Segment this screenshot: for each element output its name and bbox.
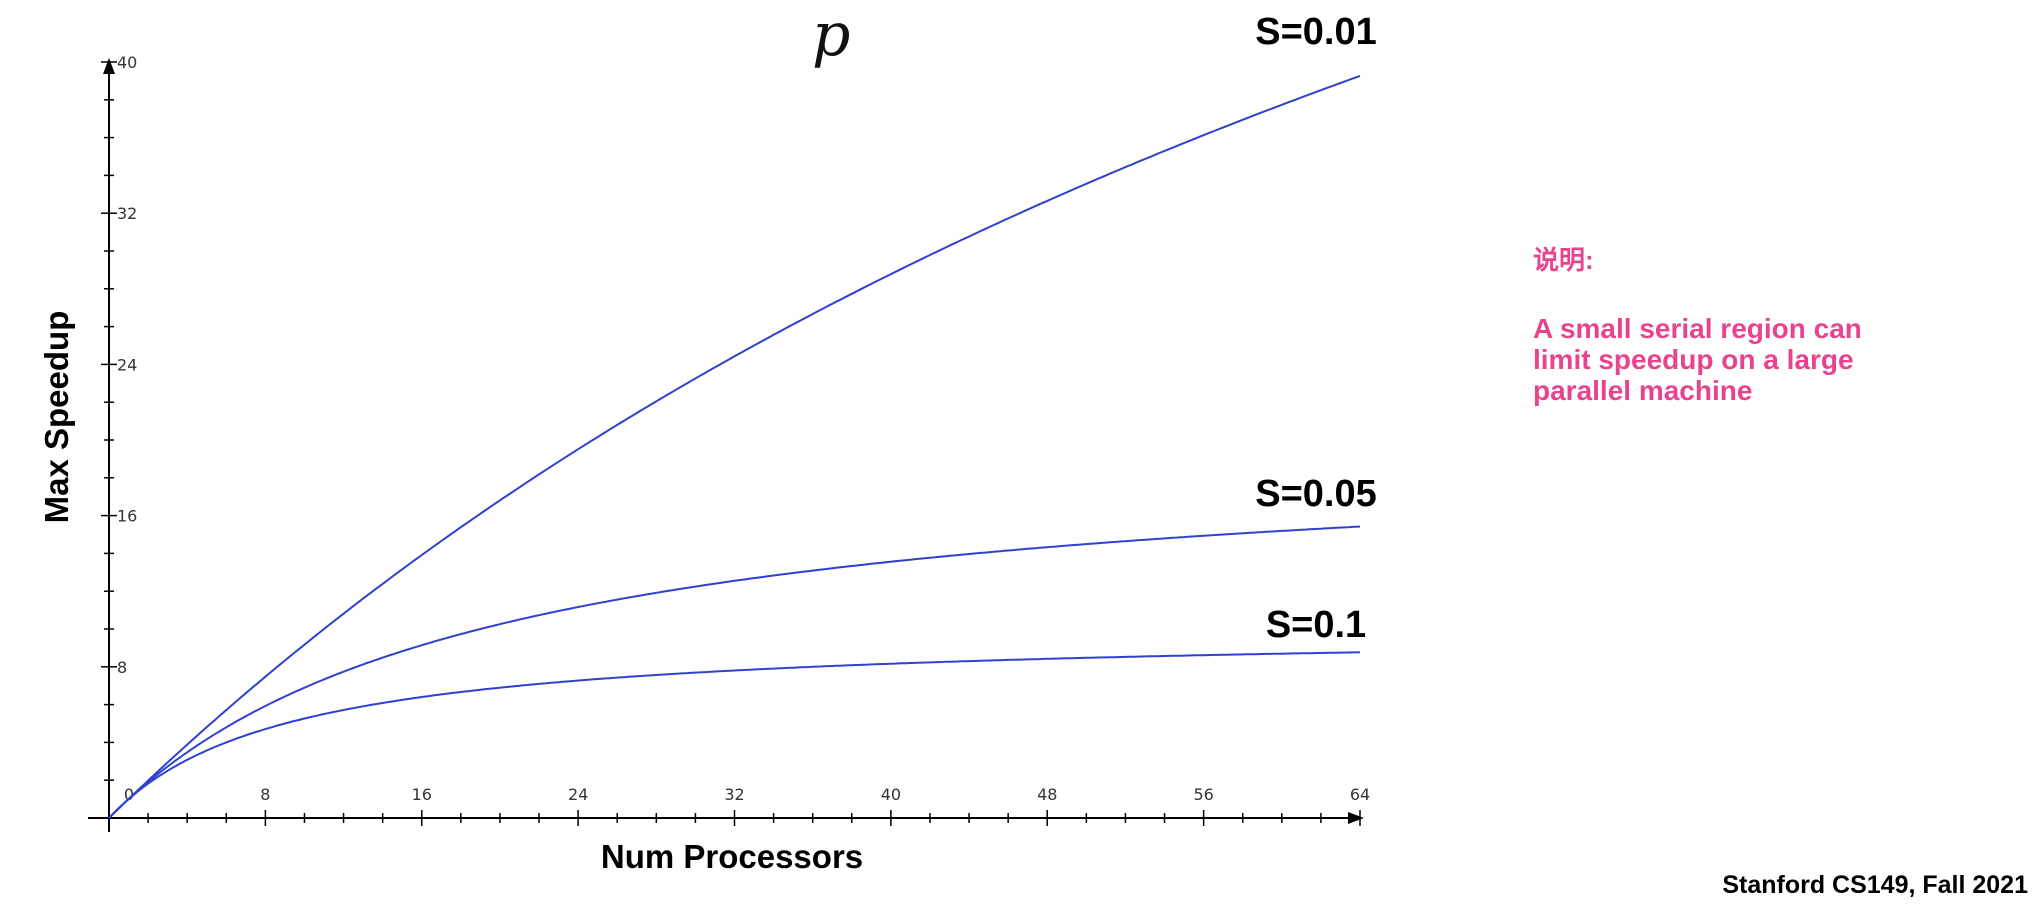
x-tick-label: 40 bbox=[881, 785, 901, 804]
x-tick-label: 24 bbox=[568, 785, 588, 804]
series-curves bbox=[108, 74, 1361, 819]
x-tick-label: 56 bbox=[1193, 785, 1213, 804]
x-tick-label: 32 bbox=[724, 785, 744, 804]
x-tick-label: 0 bbox=[124, 785, 134, 804]
series-label: S=0.01 bbox=[1255, 11, 1377, 53]
y-tick-label: 40 bbox=[117, 53, 137, 72]
series-label: S=0.1 bbox=[1266, 604, 1366, 646]
axes: 0 8 16 24 32 40 48 56 64 8 16 24 32 40 bbox=[88, 53, 1370, 832]
series-line bbox=[108, 651, 1361, 819]
series-label: S=0.05 bbox=[1255, 473, 1377, 515]
y-axis-title: Max Speedup bbox=[38, 311, 75, 524]
x-axis-arrow bbox=[1348, 812, 1364, 824]
series-line bbox=[108, 74, 1361, 819]
x-axis-title: Num Processors bbox=[601, 838, 863, 875]
note-heading: 说明: bbox=[1533, 245, 1594, 275]
series-labels: S=0.01 S=0.05 S=0.1 bbox=[1255, 11, 1377, 646]
y-tick-label: 8 bbox=[117, 658, 127, 677]
x-tick-label: 16 bbox=[412, 785, 432, 804]
y-axis-arrow bbox=[103, 58, 115, 74]
x-tick-label: 48 bbox=[1037, 785, 1057, 804]
formula-fragment: p bbox=[812, 0, 850, 70]
y-tick-label: 16 bbox=[117, 507, 137, 526]
note-box: 说明: A small serial region can limit spee… bbox=[1533, 240, 1893, 406]
x-tick-label: 64 bbox=[1350, 785, 1370, 804]
x-tick-label: 8 bbox=[260, 785, 270, 804]
note-body: A small serial region can limit speedup … bbox=[1533, 313, 1862, 406]
course-footer: Stanford CS149, Fall 2021 bbox=[1722, 871, 2028, 899]
y-tick-label: 32 bbox=[117, 204, 137, 223]
y-tick-label: 24 bbox=[117, 355, 137, 374]
series-line bbox=[108, 525, 1361, 819]
